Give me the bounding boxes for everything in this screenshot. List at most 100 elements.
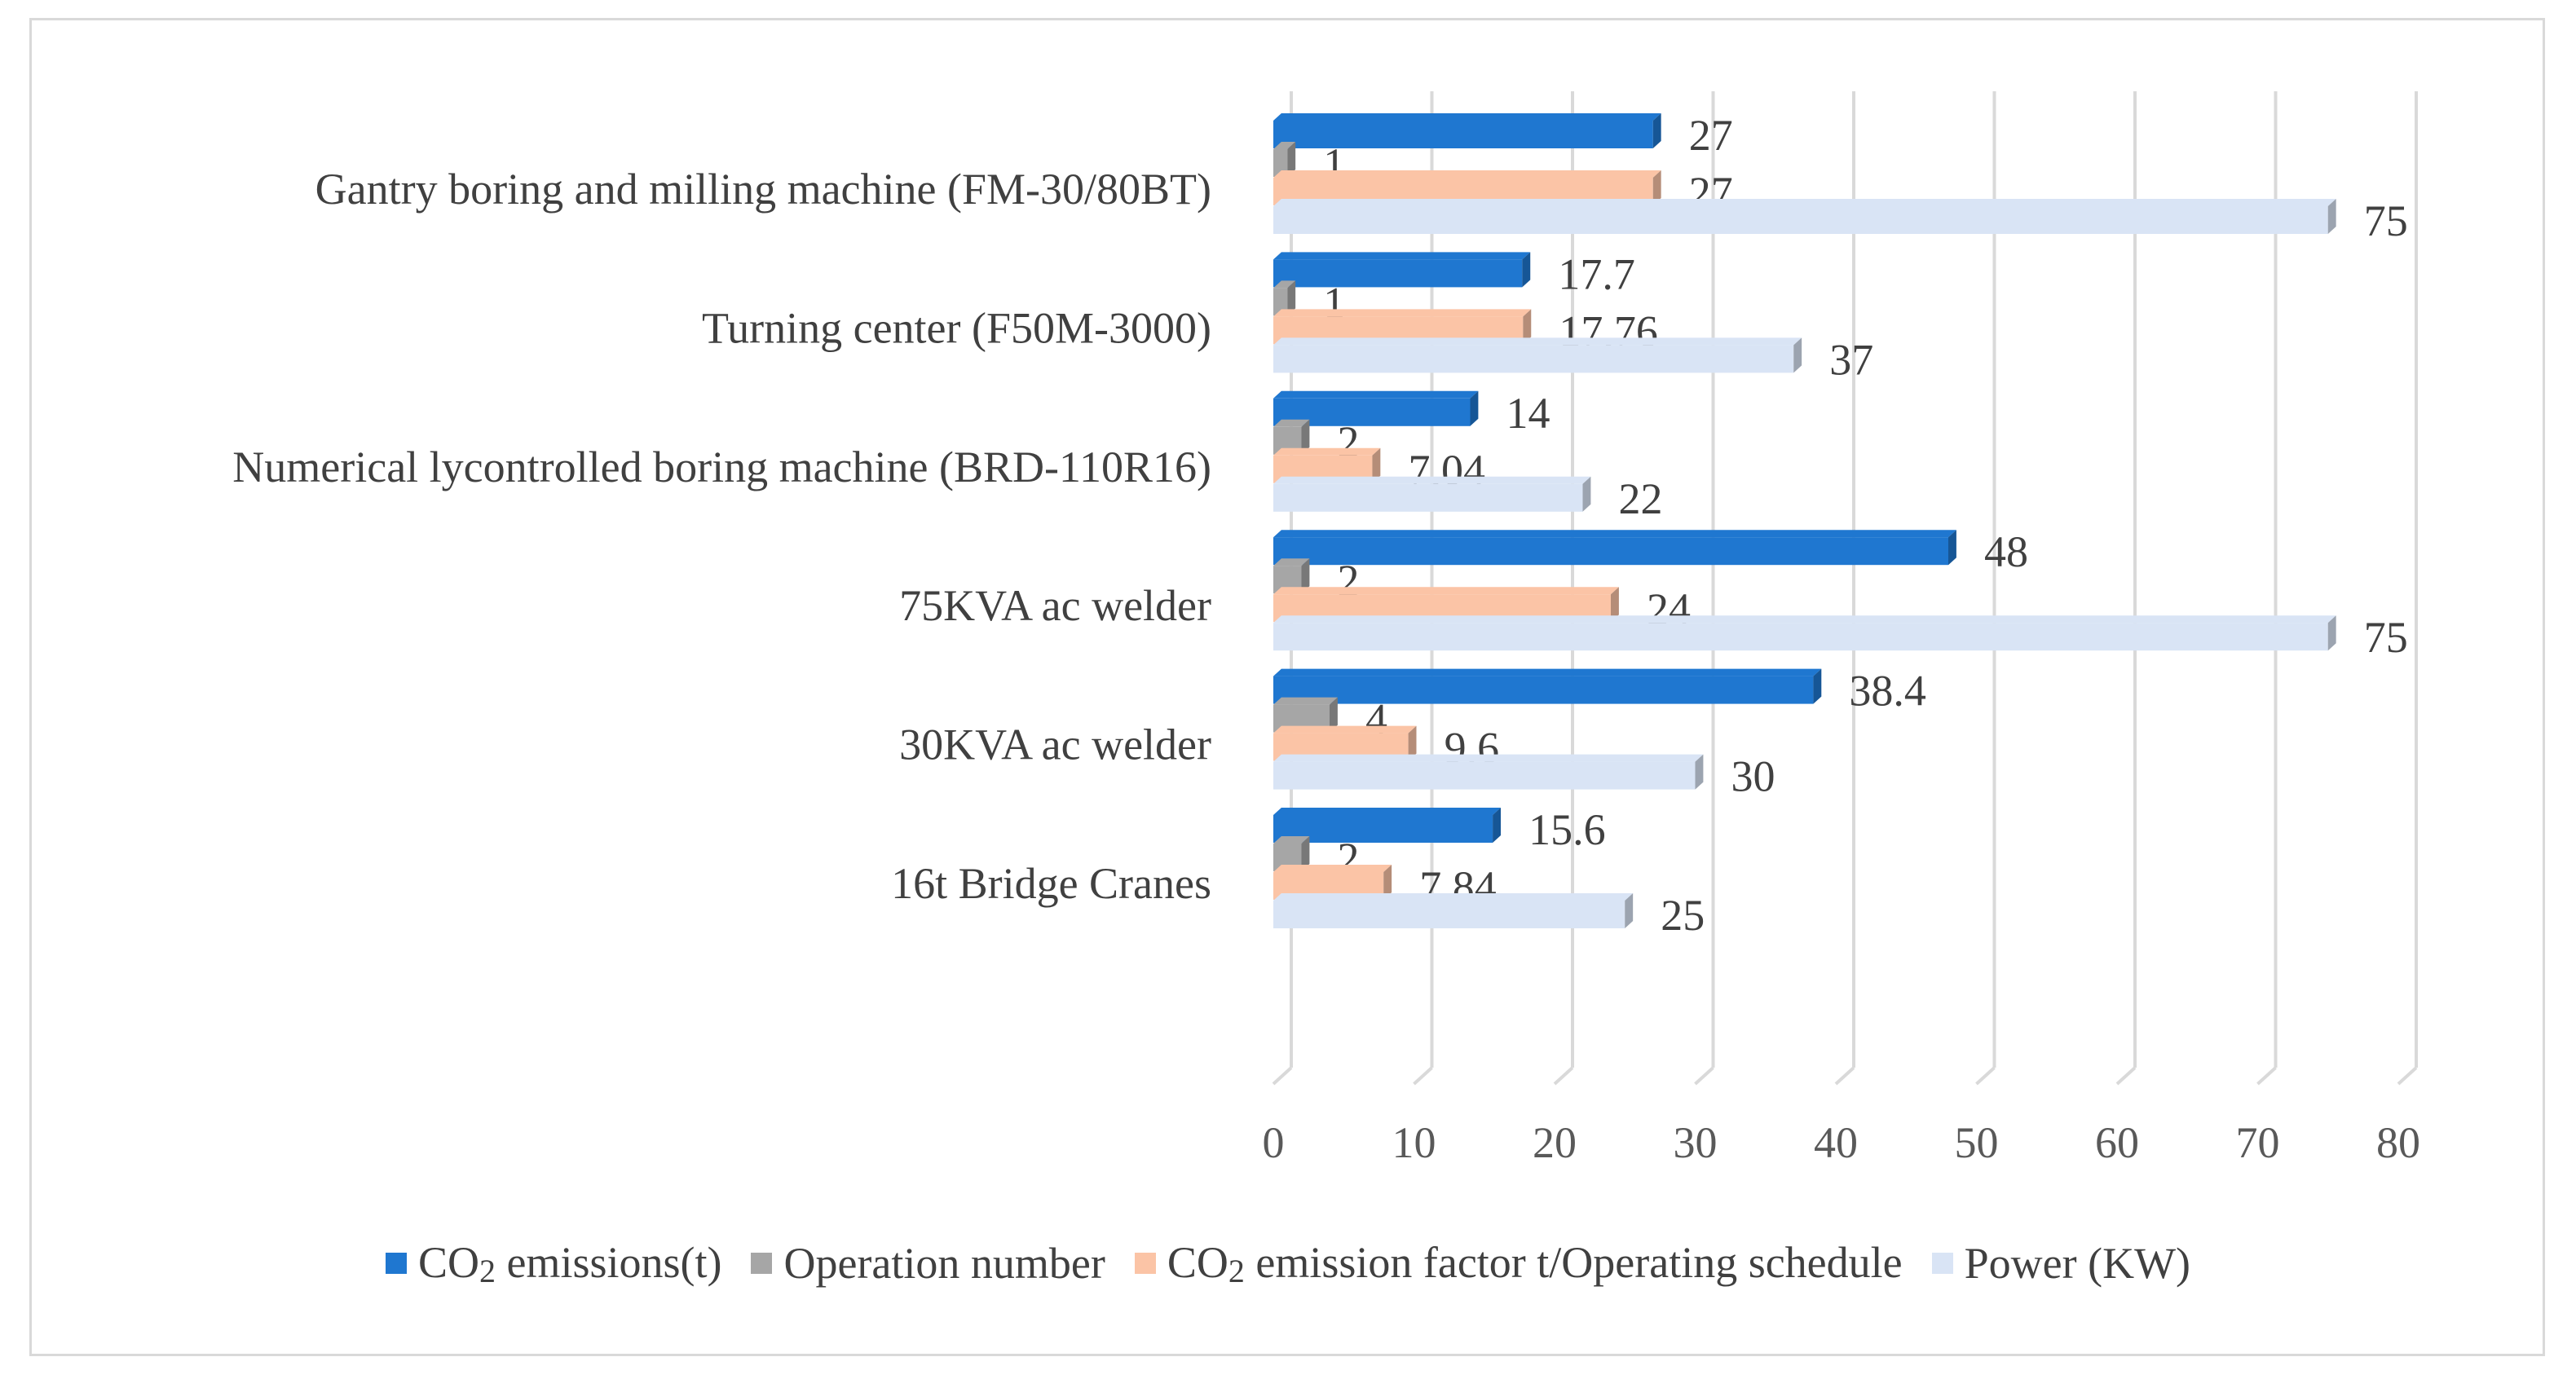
legend-item: CO2 emission factor t/Operating schedule — [1134, 1237, 1903, 1290]
bar — [1273, 142, 1296, 177]
bar-top-face — [1273, 337, 1802, 346]
bar-side-face — [1301, 419, 1310, 455]
bar-side-face — [1301, 558, 1310, 594]
floor-gridline — [1975, 1066, 1996, 1086]
bar-top-face — [1273, 725, 1417, 734]
bar-front-face — [1273, 483, 1583, 512]
legend-label: CO2 emissions(t) — [418, 1237, 722, 1290]
category-label: Gantry boring and milling machine (FM-30… — [315, 165, 1211, 214]
bar-front-face — [1273, 206, 2328, 234]
category-label: 30KVA ac welder — [899, 720, 1211, 769]
bar-top-face — [1273, 808, 1501, 815]
bar — [1273, 893, 1634, 928]
bar-top-face — [1273, 170, 1661, 178]
bar — [1273, 530, 1956, 566]
floor-gridline — [2256, 1066, 2277, 1086]
x-tick-label: 30 — [1674, 1118, 1718, 1167]
bar-side-face — [1522, 252, 1531, 288]
legend-item: CO2 emissions(t) — [385, 1237, 722, 1290]
legend-label-main: Power (KW) — [1964, 1239, 2191, 1288]
bar — [1273, 252, 1531, 288]
bar-front-face — [1273, 623, 2328, 651]
data-label: 17.7 — [1558, 249, 1635, 298]
bar-chart: 0 10 20 30 40 50 60 70 80 Gantry boring and milli… — [232, 91, 2420, 1167]
legend-label: Operation number — [783, 1238, 1105, 1289]
bar-side-face — [1383, 865, 1392, 900]
legend: CO2 emissions(t) Operation number CO2 emis… — [0, 1223, 2576, 1304]
bar-front-face — [1273, 901, 1625, 928]
bar — [1273, 476, 1591, 512]
bar-side-face — [1652, 113, 1661, 148]
data-label: 25 — [1661, 891, 1705, 940]
bar-front-face — [1273, 537, 1948, 566]
bar-top-face — [1273, 865, 1392, 872]
bar-top-face — [1273, 697, 1338, 705]
bar-side-face — [2327, 199, 2336, 234]
data-label: 27 — [1689, 111, 1733, 160]
bar-top-face — [1273, 142, 1296, 149]
bar-front-face — [1273, 676, 1814, 704]
floor-gridline — [1694, 1066, 1714, 1086]
x-tick-label: 20 — [1533, 1118, 1577, 1167]
bar-side-face — [1287, 142, 1296, 177]
floor-gridline — [1413, 1066, 1433, 1086]
bar — [1273, 280, 1296, 316]
bar-top-face — [1273, 754, 1704, 762]
legend-swatch — [1134, 1253, 1156, 1274]
legend-label-tail: emissions(t) — [495, 1237, 722, 1287]
bar-top-face — [1273, 893, 1634, 901]
floor-gridline — [2397, 1066, 2418, 1086]
bar-top-face — [1273, 615, 2336, 623]
bar-top-face — [1273, 199, 2336, 206]
x-tick-label: 80 — [2376, 1118, 2420, 1167]
x-tick-label: 40 — [1814, 1118, 1858, 1167]
floor-gridline — [2115, 1066, 2137, 1086]
legend-swatch — [1931, 1253, 1953, 1274]
bar — [1273, 199, 2336, 234]
legend-label-tail: emission factor t/Operating schedule — [1244, 1237, 1903, 1287]
data-label: 38.4 — [1849, 667, 1926, 716]
data-label: 14 — [1506, 389, 1550, 438]
bar-top-face — [1273, 113, 1661, 121]
bar-front-face — [1273, 259, 1523, 288]
category-label: 75KVA ac welder — [899, 581, 1211, 630]
data-label: 75 — [2364, 613, 2408, 662]
bar — [1273, 615, 2336, 651]
data-label: 48 — [1984, 527, 2028, 576]
bar-side-face — [1652, 170, 1661, 205]
category-label: Numerical lycontrolled boring machine (B… — [232, 443, 1211, 491]
bar-side-face — [1695, 754, 1704, 790]
floor-gridline — [1553, 1066, 1574, 1086]
legend-label-sub: 2 — [479, 1252, 496, 1289]
bar-side-face — [1611, 587, 1619, 623]
bar-side-face — [1372, 447, 1381, 483]
bar-side-face — [1523, 309, 1532, 345]
x-tick-label: 10 — [1392, 1118, 1436, 1167]
bar-side-face — [1582, 476, 1591, 512]
bar-top-face — [1273, 309, 1532, 317]
bar-front-face — [1273, 815, 1493, 843]
bar-top-face — [1273, 668, 1822, 676]
legend-label-main: CO — [417, 1237, 479, 1287]
bar-top-face — [1273, 419, 1310, 427]
bar-front-face — [1273, 121, 1653, 148]
legend-label-main: CO — [1167, 1237, 1228, 1287]
bar-side-face — [1625, 893, 1634, 928]
bar-top-face — [1273, 252, 1531, 260]
data-label: 37 — [1829, 335, 1873, 384]
category-label: 16t Bridge Cranes — [891, 859, 1211, 908]
data-label: 75 — [2364, 196, 2408, 245]
bar-top-face — [1273, 447, 1381, 456]
legend-item: Power (KW) — [1931, 1238, 2191, 1289]
bar-side-face — [1330, 697, 1338, 733]
bar-side-face — [1493, 808, 1501, 843]
bar-top-face — [1273, 558, 1310, 566]
bar-front-face — [1273, 149, 1288, 177]
bar-side-face — [1813, 668, 1822, 704]
bar-side-face — [1287, 280, 1296, 316]
x-tick-label: 0 — [1263, 1118, 1285, 1167]
bar — [1273, 668, 1822, 704]
floor-gridline — [1834, 1066, 1855, 1086]
bar-top-face — [1273, 836, 1310, 844]
bar-side-face — [1408, 725, 1417, 761]
